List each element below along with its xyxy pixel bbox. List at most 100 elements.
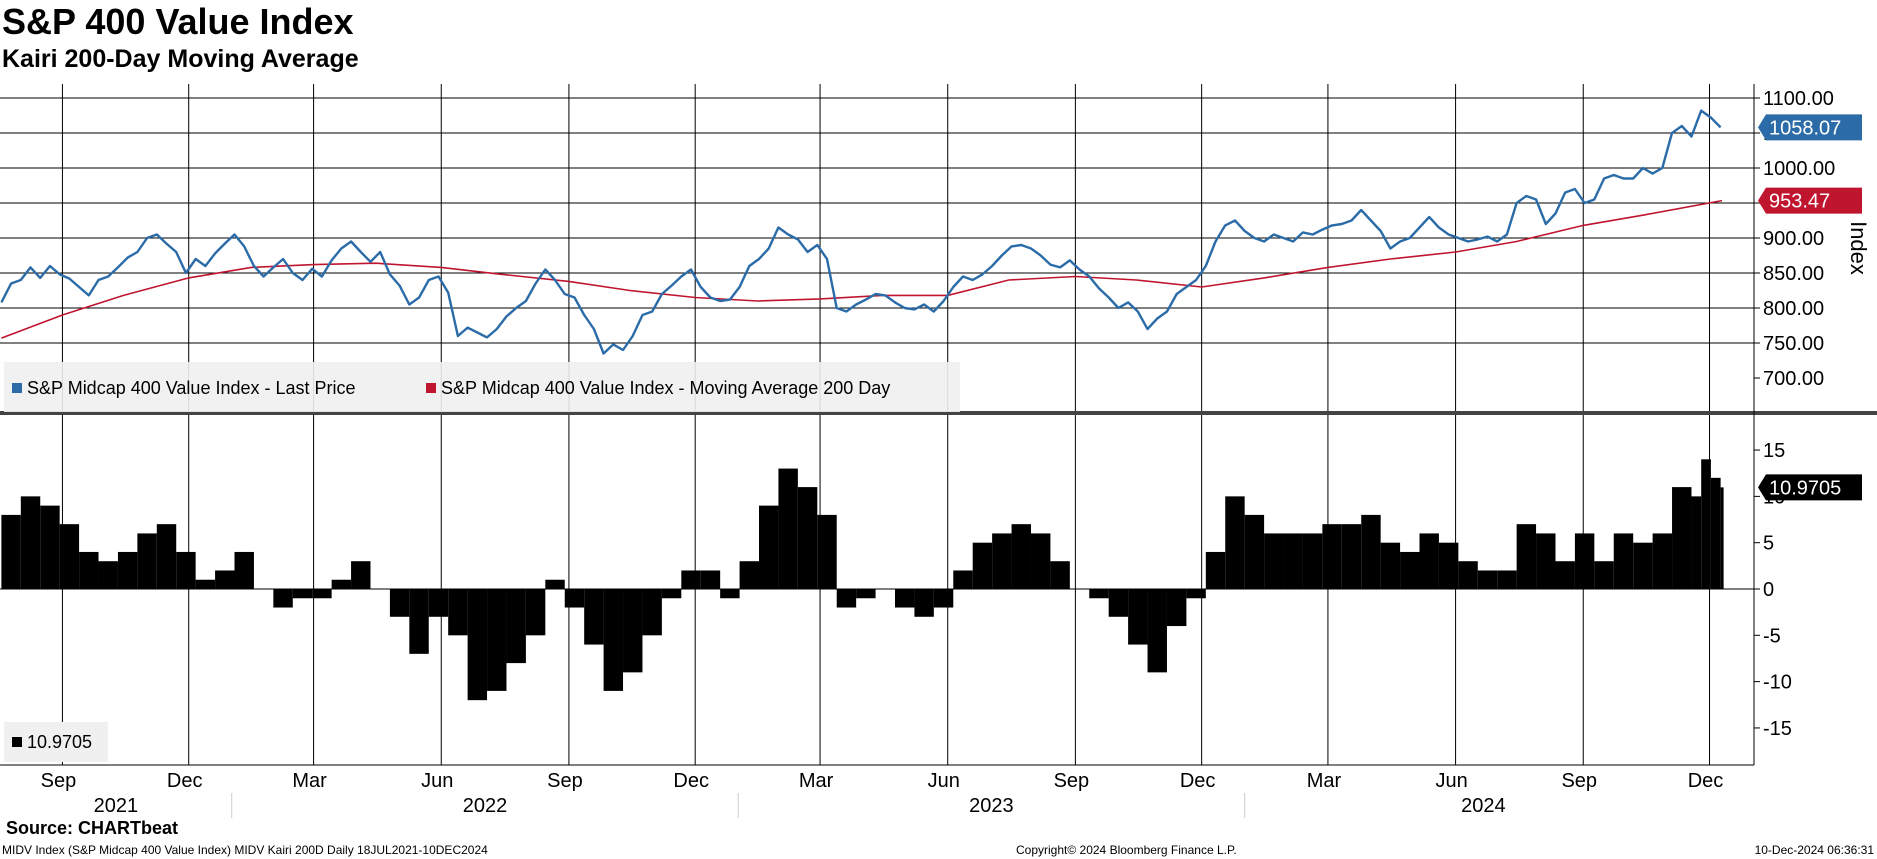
source-note: Source: CHARTbeat — [6, 818, 179, 838]
kairi-last-tag-label: 10.9705 — [1769, 477, 1841, 499]
kairi-bar — [564, 589, 585, 608]
kairi-bar — [506, 589, 526, 664]
chart-title: S&P 400 Value Index — [2, 1, 354, 42]
x-month-label: Mar — [799, 770, 834, 792]
y-tick-label: -10 — [1763, 672, 1792, 694]
kairi-bar — [1, 514, 21, 589]
kairi-bar — [351, 561, 371, 589]
kairi-bar — [953, 570, 973, 589]
kairi-bar — [117, 551, 138, 589]
kairi-bar — [681, 570, 701, 589]
footer-copyright: Copyright© 2024 Bloomberg Finance L.P. — [1016, 843, 1237, 857]
kairi-bar — [1652, 533, 1673, 589]
kairi-bar — [1458, 561, 1478, 589]
last-price-tag: 1058.07 — [1758, 114, 1862, 141]
kairi-bar — [389, 589, 410, 617]
y-tick-label: 700.00 — [1763, 368, 1824, 390]
kairi-bar — [1574, 533, 1595, 589]
kairi-bar — [778, 468, 798, 589]
kairi-bar — [1147, 589, 1167, 673]
kairi-bar — [59, 524, 80, 589]
legend-swatch-moving-average — [426, 383, 436, 393]
x-year-label: 2024 — [1461, 795, 1506, 817]
kairi-bar — [661, 589, 682, 599]
kairi-bar — [894, 589, 915, 608]
moving-average-line — [1, 199, 1723, 339]
x-month-label: Sep — [1054, 770, 1090, 792]
kairi-bar — [234, 551, 254, 589]
x-month-label: Sep — [547, 770, 583, 792]
kairi-bar — [1011, 524, 1031, 589]
last-price-tag-shape — [1758, 114, 1862, 141]
kairi-bar — [1108, 589, 1129, 617]
kairi-bar — [797, 487, 818, 589]
x-month-label: Dec — [1688, 770, 1724, 792]
kairi-bar — [176, 551, 196, 589]
kairi-bar — [817, 514, 837, 589]
kairi-bar — [1419, 533, 1439, 589]
kairi-bar — [1322, 524, 1342, 589]
legend-label-price: S&P Midcap 400 Value Index - Last Price — [27, 378, 356, 398]
kairi-bar — [1555, 561, 1575, 589]
kairi-bar — [1128, 589, 1148, 645]
x-month-label: Sep — [1561, 770, 1597, 792]
kairi-bar — [1166, 589, 1187, 627]
y-tick-label: 5 — [1763, 533, 1774, 555]
x-month-label: Sep — [41, 770, 77, 792]
legend-swatch-kairi — [12, 737, 22, 747]
kairi-bar — [1613, 533, 1634, 589]
kairi-bar — [933, 589, 954, 608]
kairi-bar — [79, 551, 99, 589]
kairi-bar — [195, 579, 216, 589]
x-month-label: Dec — [167, 770, 203, 792]
kairi-bar — [215, 570, 235, 589]
kairi-bar — [312, 589, 332, 599]
kairi-bar — [1438, 542, 1459, 589]
kairi-bar — [1536, 533, 1556, 589]
y-tick-label: 900.00 — [1763, 228, 1824, 250]
kairi-bar — [1380, 542, 1401, 589]
kairi-bar — [1594, 561, 1614, 589]
kairi-bars — [0, 459, 1754, 701]
x-month-label: Jun — [421, 770, 453, 792]
kairi-bar — [525, 589, 546, 636]
kairi-bar — [156, 524, 177, 589]
kairi-bar — [137, 533, 157, 589]
grid — [0, 84, 1754, 765]
kairi-bar — [98, 561, 118, 589]
y-axis-title: Index — [1846, 221, 1871, 275]
kairi-bar — [1633, 542, 1653, 589]
kairi-bar — [1361, 514, 1381, 589]
kairi-bar — [1710, 477, 1721, 589]
y-tick-label: 750.00 — [1763, 333, 1824, 355]
x-year-label: 2023 — [969, 795, 1014, 817]
kairi-bar — [428, 589, 449, 617]
kairi-bar — [1264, 533, 1284, 589]
y-tick-label: 850.00 — [1763, 263, 1824, 285]
x-month-label: Jun — [1435, 770, 1467, 792]
kairi-bar — [1186, 589, 1206, 599]
kairi-bar — [1244, 514, 1265, 589]
kairi-bar — [1283, 533, 1303, 589]
kairi-bar — [292, 589, 313, 599]
legend-label-kairi: 10.9705 — [27, 732, 92, 752]
kairi-bar — [448, 589, 468, 636]
kairi-bar — [700, 570, 721, 589]
panel-frames — [0, 84, 1877, 766]
kairi-bar — [409, 589, 429, 654]
kairi-bar — [1225, 496, 1245, 589]
kairi-bar — [273, 589, 293, 608]
x-month-label: Dec — [673, 770, 709, 792]
moving-average-tag-shape — [1758, 187, 1862, 214]
moving-average-series — [1, 199, 1723, 339]
kairi-bar — [914, 589, 934, 617]
kairi-bar — [1302, 533, 1323, 589]
kairi-bar — [836, 589, 857, 608]
kairi-bar — [1720, 487, 1724, 589]
kairi-bar — [487, 589, 507, 691]
kairi-bar — [759, 505, 779, 589]
kairi-bar — [1497, 570, 1517, 589]
moving-average-tag-label: 953.47 — [1769, 191, 1830, 213]
y-tick-label: 1000.00 — [1763, 158, 1835, 180]
footer-timestamp: 10-Dec-2024 06:36:31 — [1754, 843, 1874, 857]
